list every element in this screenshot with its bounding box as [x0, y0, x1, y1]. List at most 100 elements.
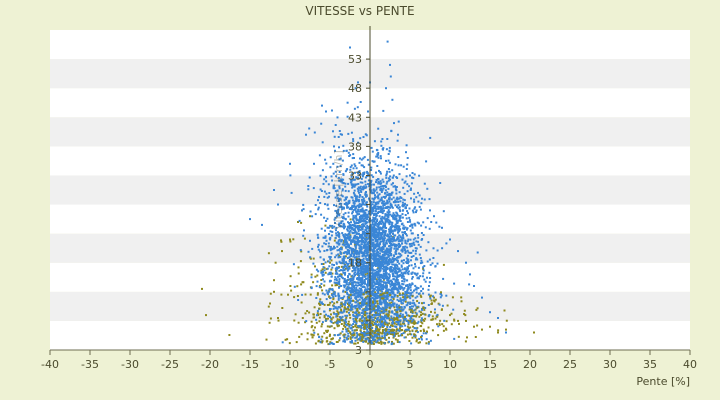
data-point: [320, 271, 323, 274]
data-point: [344, 291, 347, 293]
data-point: [406, 271, 409, 274]
data-point: [396, 247, 399, 250]
data-point: [372, 319, 375, 322]
data-point: [371, 336, 374, 339]
data-point: [377, 281, 380, 284]
data-point: [353, 200, 356, 203]
data-point: [344, 233, 347, 236]
data-point: [393, 282, 395, 285]
data-point: [420, 334, 423, 337]
data-point: [359, 267, 362, 270]
data-point: [316, 293, 319, 296]
data-point: [372, 160, 375, 163]
data-point: [353, 265, 356, 268]
data-point: [400, 302, 403, 304]
data-point: [391, 272, 394, 275]
data-point: [348, 230, 351, 233]
data-point: [439, 182, 442, 184]
data-point: [347, 243, 349, 246]
data-point: [365, 257, 368, 260]
data-point: [423, 319, 426, 322]
data-point: [328, 255, 331, 258]
data-point: [365, 292, 368, 295]
data-point: [399, 310, 402, 313]
data-point: [386, 206, 389, 209]
data-point: [356, 212, 359, 215]
data-point: [337, 292, 340, 295]
data-point: [352, 326, 355, 328]
data-point: [388, 230, 391, 233]
data-point: [359, 284, 362, 287]
data-point: [384, 267, 387, 270]
data-point: [385, 234, 388, 237]
data-point: [345, 196, 348, 199]
data-point: [361, 333, 364, 336]
data-point: [351, 218, 354, 221]
data-point: [274, 261, 277, 264]
data-point: [342, 216, 345, 219]
data-point: [347, 151, 350, 154]
data-point: [400, 286, 403, 289]
data-point: [406, 240, 409, 243]
data-point: [333, 135, 336, 138]
data-point: [481, 296, 483, 299]
data-point: [445, 327, 447, 330]
data-point: [362, 202, 364, 205]
data-point: [364, 232, 367, 235]
data-point: [410, 255, 413, 258]
data-point: [364, 269, 367, 271]
data-point: [388, 288, 391, 291]
data-point: [331, 266, 334, 269]
data-point: [389, 221, 392, 224]
data-point: [375, 254, 377, 257]
data-point: [387, 168, 390, 170]
data-point: [389, 232, 391, 235]
data-point: [346, 269, 349, 272]
data-point: [344, 218, 347, 221]
x-tick-label: -10: [281, 358, 299, 371]
data-point: [352, 299, 355, 302]
data-point: [420, 314, 422, 316]
data-point: [329, 257, 332, 260]
data-point: [370, 234, 373, 237]
data-point: [359, 194, 362, 197]
data-point: [389, 326, 392, 328]
data-point: [359, 281, 362, 284]
data-point: [416, 221, 419, 224]
data-point: [381, 202, 384, 205]
data-point: [350, 208, 353, 211]
data-point: [406, 296, 409, 299]
data-point: [423, 182, 426, 185]
data-point: [415, 327, 418, 330]
data-point: [386, 220, 389, 223]
data-point: [370, 267, 373, 270]
data-point: [337, 240, 340, 243]
data-point: [359, 185, 362, 188]
data-point: [391, 261, 394, 264]
data-point: [389, 248, 392, 251]
data-point: [328, 192, 331, 194]
data-point: [378, 193, 381, 196]
data-point: [383, 216, 386, 219]
x-tick-label: -5: [325, 358, 336, 371]
data-point: [405, 292, 407, 295]
data-point: [401, 322, 404, 325]
data-point: [365, 277, 367, 280]
data-point: [394, 204, 397, 207]
data-point: [317, 243, 320, 246]
data-point: [468, 283, 471, 286]
data-point: [346, 299, 349, 302]
data-point: [417, 234, 419, 237]
data-point: [389, 304, 392, 307]
data-point: [396, 274, 399, 277]
data-point: [410, 264, 413, 267]
data-point: [393, 325, 396, 328]
data-point: [340, 285, 342, 287]
data-point: [315, 318, 318, 321]
data-point: [316, 292, 319, 295]
data-point: [373, 204, 376, 207]
data-point: [340, 269, 342, 272]
data-point: [337, 231, 339, 234]
data-point: [359, 221, 362, 224]
data-point: [373, 246, 376, 249]
